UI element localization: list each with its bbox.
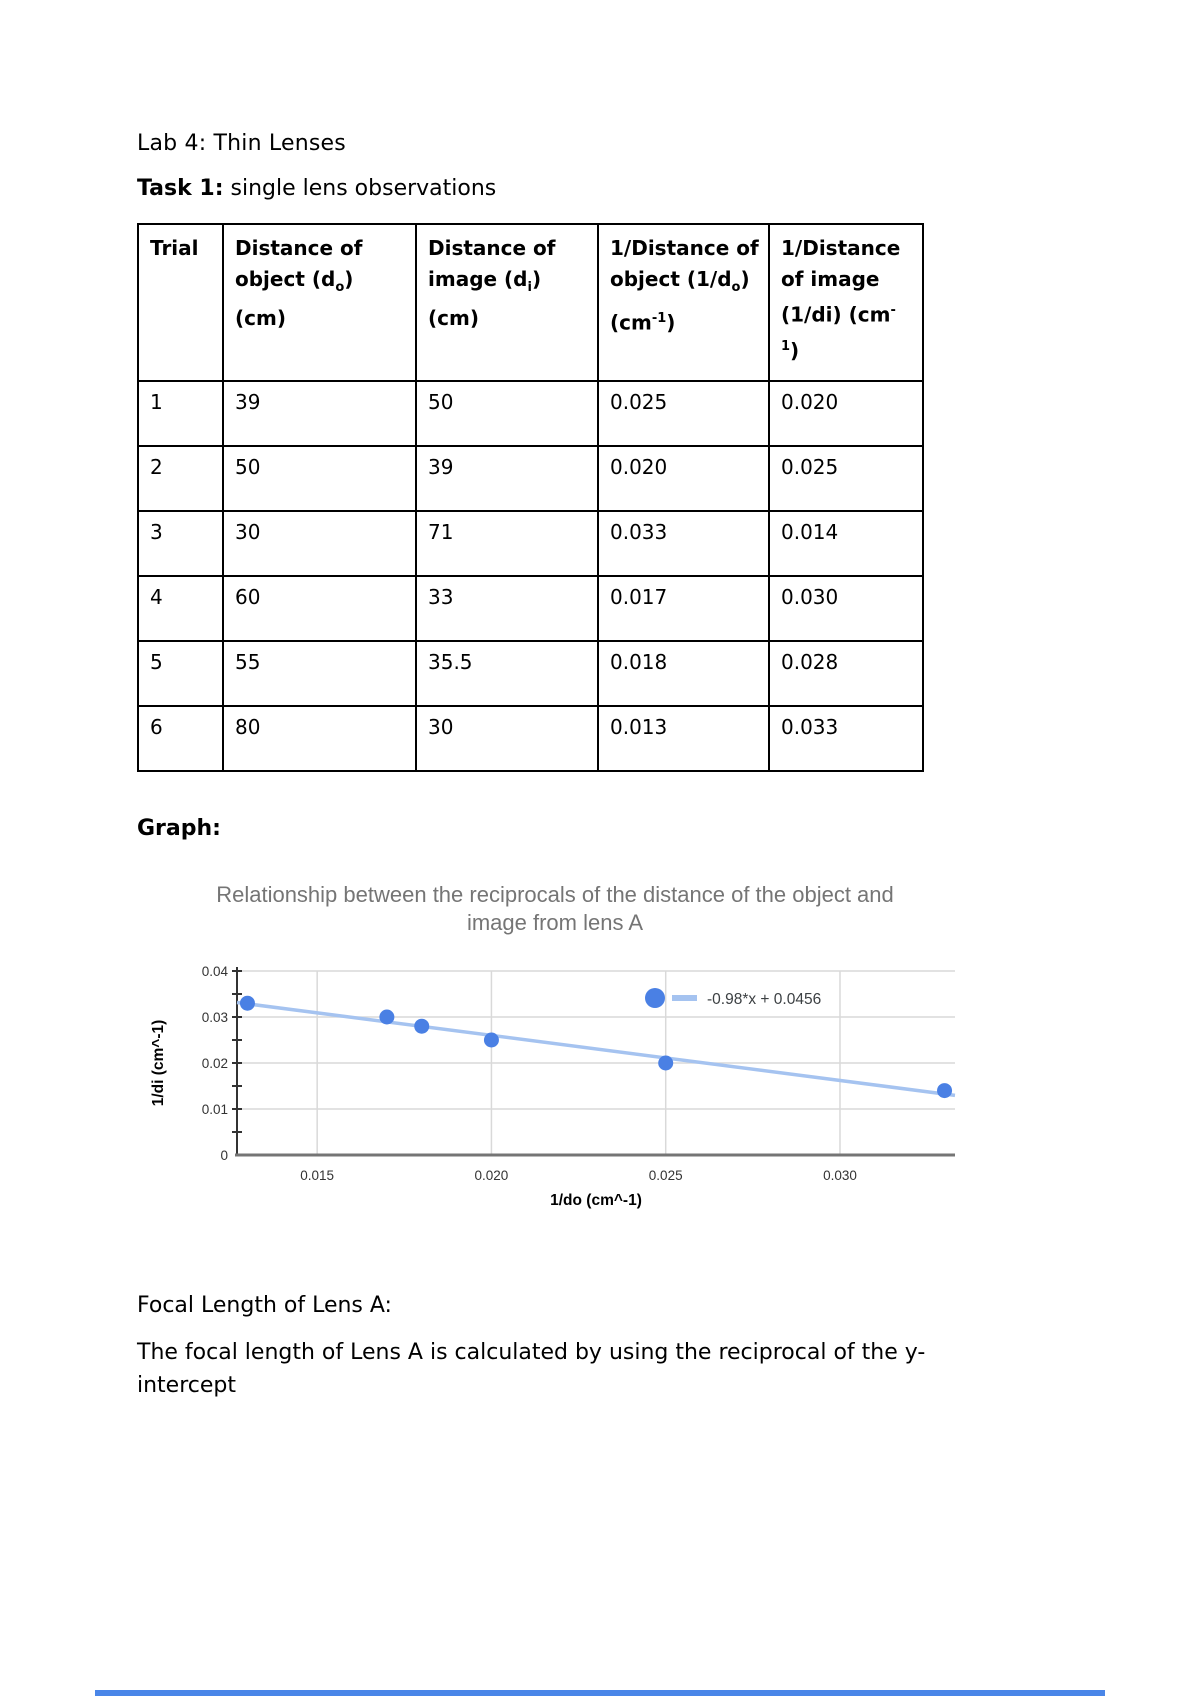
table-cell: 0.030 bbox=[768, 575, 924, 642]
table-cell: 6 bbox=[137, 705, 224, 772]
table-row: 5 55 35.5 0.018 0.028 bbox=[137, 640, 924, 707]
table-cell: 4 bbox=[137, 575, 224, 642]
table-cell: 0.033 bbox=[597, 510, 770, 577]
table-row: 4 60 33 0.017 0.030 bbox=[137, 575, 924, 642]
table-row: 2 50 39 0.020 0.025 bbox=[137, 445, 924, 512]
table-cell: 80 bbox=[222, 705, 417, 772]
table-cell: 35.5 bbox=[415, 640, 599, 707]
table-cell: 0.013 bbox=[597, 705, 770, 772]
table-cell: 0.017 bbox=[597, 575, 770, 642]
trendline bbox=[236, 1000, 956, 1098]
table-cell: 33 bbox=[415, 575, 599, 642]
table-cell: 50 bbox=[222, 445, 417, 512]
document-title: Lab 4: Thin Lenses bbox=[137, 131, 346, 156]
table-body: 1 39 50 0.025 0.020 2 50 39 0.020 0.025 3 30 71 0.033… bbox=[137, 380, 924, 772]
task-text: single lens observations bbox=[223, 176, 497, 201]
table-cell: 0.025 bbox=[768, 445, 924, 512]
table-row: 1 39 50 0.025 0.020 bbox=[137, 380, 924, 447]
observations-table: Trial Distance of object (do) (cm) Distanc… bbox=[137, 223, 924, 772]
table-cell: 55 bbox=[222, 640, 417, 707]
data-point bbox=[483, 1032, 499, 1048]
table-cell: 30 bbox=[222, 510, 417, 577]
table-cell: 0.028 bbox=[768, 640, 924, 707]
x-tick-label: 0.030 bbox=[823, 1168, 857, 1183]
lens-chart: Relationship between the reciprocals of … bbox=[150, 882, 956, 1209]
data-point bbox=[658, 1055, 674, 1071]
x-tick-label: 0.020 bbox=[475, 1168, 509, 1183]
data-point bbox=[937, 1083, 953, 1099]
y-tick-label: 0.03 bbox=[202, 1010, 228, 1025]
column-header: Trial bbox=[137, 223, 224, 382]
table-cell: 0.014 bbox=[768, 510, 924, 577]
table-cell: 0.020 bbox=[768, 380, 924, 447]
chart-title-line: image from lens A bbox=[467, 910, 643, 935]
y-axis-title: 1/di (cm^-1) bbox=[150, 1020, 167, 1107]
table-cell: 30 bbox=[415, 705, 599, 772]
table-cell: 39 bbox=[222, 380, 417, 447]
legend-trendline-label: -0.98*x + 0.0456 bbox=[707, 991, 821, 1008]
table-cell: 5 bbox=[137, 640, 224, 707]
column-header: Distance of image (di) (cm) bbox=[415, 223, 599, 382]
table-row: 3 30 71 0.033 0.014 bbox=[137, 510, 924, 577]
table-row: 6 80 30 0.013 0.033 bbox=[137, 705, 924, 772]
table-cell: 3 bbox=[137, 510, 224, 577]
table-cell: 0.020 bbox=[597, 445, 770, 512]
legend-series-marker bbox=[645, 988, 665, 1008]
data-point bbox=[414, 1018, 430, 1034]
data-point bbox=[239, 995, 255, 1011]
table-cell: 0.018 bbox=[597, 640, 770, 707]
column-header: Distance of object (do) (cm) bbox=[222, 223, 417, 382]
focal-length-paragraph: The focal length of Lens A is calculated… bbox=[137, 1340, 926, 1398]
focal-length-heading: Focal Length of Lens A: bbox=[137, 1293, 392, 1318]
x-axis-title: 1/do (cm^-1) bbox=[550, 1192, 642, 1209]
table-cell: 71 bbox=[415, 510, 599, 577]
y-tick-label: 0 bbox=[220, 1148, 228, 1163]
table-cell: 0.025 bbox=[597, 380, 770, 447]
y-tick-label: 0.01 bbox=[202, 1102, 228, 1117]
table-cell: 1 bbox=[137, 380, 224, 447]
x-tick-label: 0.015 bbox=[300, 1168, 334, 1183]
table-header-row: Trial Distance of object (do) (cm) Distanc… bbox=[137, 223, 924, 382]
table-cell: 39 bbox=[415, 445, 599, 512]
table-cell: 60 bbox=[222, 575, 417, 642]
table-cell: 50 bbox=[415, 380, 599, 447]
column-header: 1/Distance of object (1/do) (cm-1) bbox=[597, 223, 770, 382]
y-tick-label: 0.04 bbox=[202, 964, 229, 979]
cropped-bottom-blue-bar bbox=[95, 1690, 1105, 1696]
table-cell: 0.033 bbox=[768, 705, 924, 772]
data-point bbox=[379, 1009, 395, 1025]
table-cell: 2 bbox=[137, 445, 224, 512]
y-tick-label: 0.02 bbox=[202, 1056, 228, 1071]
graph-heading: Graph: bbox=[137, 816, 221, 841]
chart-title-line: Relationship between the reciprocals of … bbox=[216, 882, 894, 907]
task-label: Task 1: bbox=[137, 176, 224, 201]
x-tick-label: 0.025 bbox=[649, 1168, 683, 1183]
column-header: 1/Distance of image (1/di) (cm- 1) bbox=[768, 223, 924, 382]
task-heading: Task 1: single lens observations bbox=[137, 176, 496, 201]
